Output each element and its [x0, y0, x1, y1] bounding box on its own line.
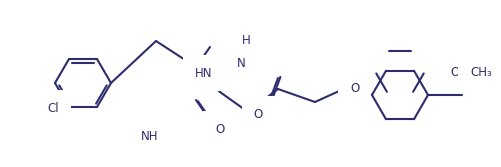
Text: H: H	[241, 34, 250, 47]
Text: HN: HN	[194, 66, 212, 79]
Text: O: O	[215, 123, 224, 136]
Text: O: O	[350, 82, 359, 95]
Text: Cl: Cl	[48, 102, 59, 115]
Text: CH₃: CH₃	[470, 65, 492, 78]
Text: NH: NH	[141, 130, 159, 143]
Text: O: O	[450, 65, 459, 78]
Text: N: N	[237, 57, 246, 70]
Text: O: O	[254, 108, 263, 121]
